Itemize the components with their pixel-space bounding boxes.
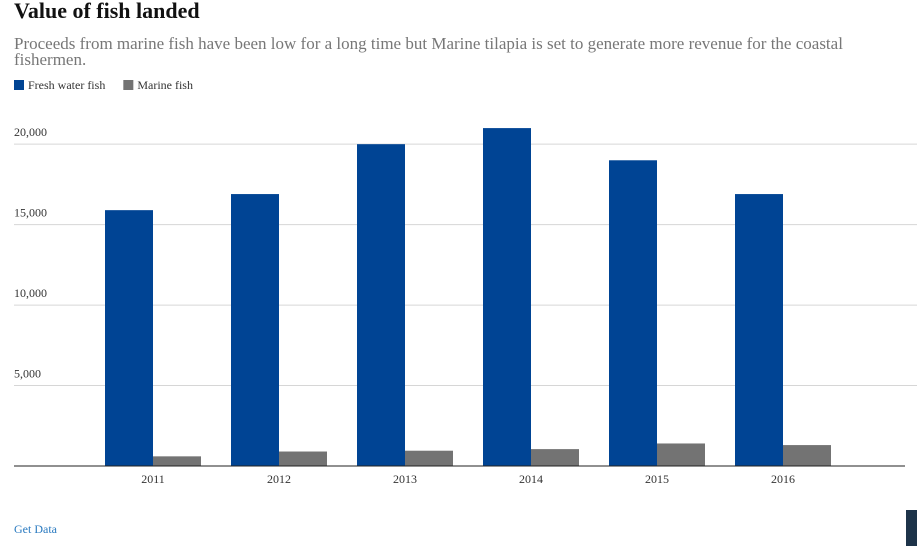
x-tick-label: 2011 bbox=[141, 472, 165, 486]
y-tick-label: 20,000 bbox=[14, 125, 47, 139]
chart-subtitle: Proceeds from marine fish have been low … bbox=[14, 34, 843, 69]
legend-swatch bbox=[14, 80, 24, 90]
bar bbox=[405, 450, 453, 466]
x-tick-label: 2014 bbox=[519, 472, 543, 486]
x-tick-label: 2015 bbox=[645, 472, 669, 486]
bar bbox=[153, 456, 201, 466]
bar bbox=[231, 194, 279, 466]
bar bbox=[105, 210, 153, 466]
logo bbox=[906, 510, 917, 546]
bar bbox=[735, 194, 783, 466]
bar bbox=[657, 443, 705, 466]
bar bbox=[357, 144, 405, 466]
bar bbox=[783, 445, 831, 466]
y-tick-label: 10,000 bbox=[14, 286, 47, 300]
bar bbox=[531, 449, 579, 466]
y-tick-label: 15,000 bbox=[14, 205, 47, 219]
legend-swatch bbox=[123, 80, 134, 90]
y-tick-label: 5,000 bbox=[14, 366, 41, 380]
chart-title: Value of fish landed bbox=[14, 0, 200, 23]
bar bbox=[609, 160, 657, 467]
legend-label: Fresh water fish bbox=[28, 78, 105, 92]
subtitle-line: Proceeds from marine fish have been low … bbox=[14, 34, 843, 53]
get-data-link[interactable]: Get Data bbox=[14, 522, 58, 536]
legend-label: Marine fish bbox=[137, 78, 193, 92]
x-tick-label: 2012 bbox=[267, 472, 291, 486]
bar bbox=[279, 451, 327, 466]
x-tick-label: 2016 bbox=[771, 472, 795, 486]
bar bbox=[483, 128, 531, 466]
subtitle-line: fishermen. bbox=[14, 50, 86, 69]
x-tick-label: 2013 bbox=[393, 472, 417, 486]
